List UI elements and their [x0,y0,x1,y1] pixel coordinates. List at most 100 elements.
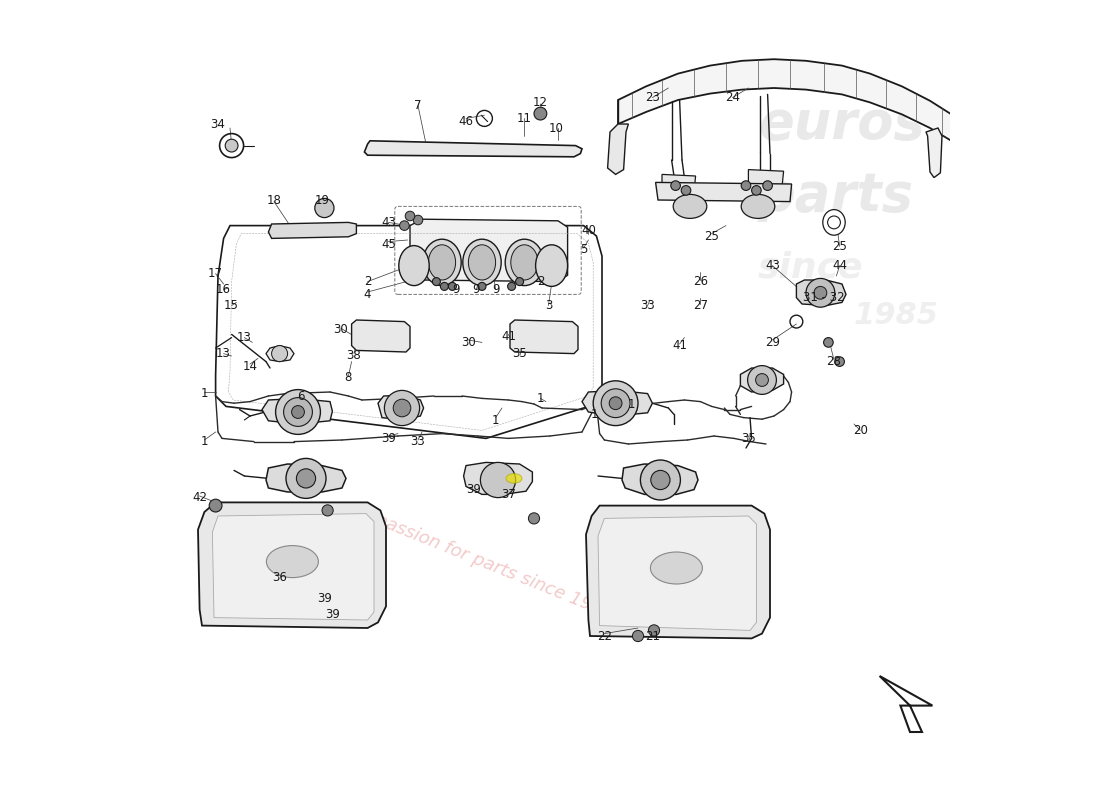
Text: 19: 19 [315,194,330,206]
Text: 9: 9 [492,283,499,296]
Polygon shape [618,59,954,142]
Polygon shape [266,346,294,362]
Text: 37: 37 [500,488,516,501]
Circle shape [648,625,660,636]
Ellipse shape [469,245,496,280]
Text: 28: 28 [826,355,842,368]
Polygon shape [352,320,410,352]
Text: 1: 1 [537,392,544,405]
Text: 4: 4 [364,288,372,301]
Text: 2: 2 [364,275,372,288]
Text: 35: 35 [513,347,527,360]
Circle shape [824,338,833,347]
Text: 14: 14 [242,360,257,373]
Circle shape [432,278,440,286]
Polygon shape [212,514,374,620]
Ellipse shape [510,245,538,280]
Circle shape [806,278,835,307]
Ellipse shape [463,239,502,286]
Circle shape [593,381,638,426]
Text: 6: 6 [297,390,304,402]
Circle shape [741,181,751,190]
Text: 17: 17 [208,267,223,280]
Ellipse shape [741,194,774,218]
Circle shape [209,499,222,512]
Text: 15: 15 [224,299,239,312]
Polygon shape [880,676,933,732]
Text: 41: 41 [672,339,688,352]
Polygon shape [198,502,386,628]
Text: 20: 20 [852,424,868,437]
Polygon shape [621,464,698,494]
Circle shape [292,406,305,418]
Circle shape [748,366,777,394]
Circle shape [835,357,845,366]
Polygon shape [216,226,602,438]
Circle shape [814,286,827,299]
Text: 41: 41 [500,330,516,342]
Text: 39: 39 [324,608,340,621]
Ellipse shape [650,552,703,584]
Polygon shape [748,170,783,187]
Text: 26: 26 [693,275,708,288]
Circle shape [226,139,238,152]
Text: parts: parts [758,170,914,222]
Circle shape [681,186,691,195]
Text: 25: 25 [833,240,847,253]
Text: 27: 27 [693,299,708,312]
Text: 31 - 32: 31 - 32 [803,291,845,304]
Ellipse shape [506,474,522,483]
Text: 1985: 1985 [854,302,939,330]
Text: 24: 24 [725,91,740,104]
Text: 22: 22 [597,630,612,642]
Ellipse shape [505,239,543,286]
Text: euros: euros [758,98,925,150]
Text: 39: 39 [381,432,396,445]
Circle shape [296,469,316,488]
Circle shape [449,282,456,290]
Text: 34: 34 [210,118,225,130]
Text: 1: 1 [492,414,499,426]
Circle shape [756,374,769,386]
Circle shape [751,186,761,195]
Text: 7: 7 [415,99,421,112]
Polygon shape [262,398,332,424]
Circle shape [399,221,409,230]
Text: 1: 1 [200,435,208,448]
Text: 23: 23 [645,91,660,104]
Text: 2: 2 [537,275,544,288]
Text: since: since [758,251,864,285]
Text: 8: 8 [344,371,352,384]
Ellipse shape [428,245,455,280]
Circle shape [528,513,540,524]
Polygon shape [598,516,757,630]
Text: 25: 25 [704,230,719,242]
Text: 9: 9 [452,283,460,296]
Text: 11: 11 [517,112,532,125]
Ellipse shape [399,246,429,286]
Ellipse shape [823,210,845,235]
Circle shape [414,215,422,225]
Text: 18: 18 [266,194,282,206]
Circle shape [284,398,312,426]
Polygon shape [463,462,532,494]
Circle shape [516,278,524,286]
Circle shape [671,181,681,190]
Circle shape [602,389,630,418]
Circle shape [322,505,333,516]
Text: 43: 43 [381,216,396,229]
Text: 45: 45 [381,238,396,250]
Polygon shape [378,395,424,420]
Polygon shape [926,128,942,178]
Text: 36: 36 [272,571,287,584]
Text: 13: 13 [236,331,252,344]
Text: 30: 30 [333,323,348,336]
Circle shape [481,462,516,498]
Circle shape [632,630,644,642]
Text: 9: 9 [473,283,480,296]
Polygon shape [607,124,628,174]
Text: 1: 1 [591,408,597,421]
Circle shape [315,198,334,218]
Text: a passion for parts since 1985: a passion for parts since 1985 [356,505,615,623]
Ellipse shape [266,546,318,578]
